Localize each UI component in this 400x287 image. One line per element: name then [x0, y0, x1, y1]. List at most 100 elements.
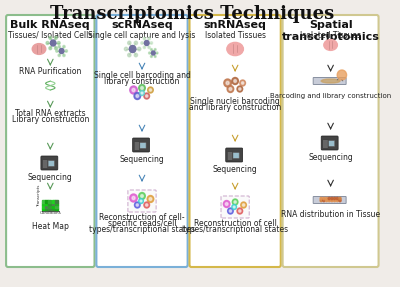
Bar: [52, 208, 55, 210]
Bar: [45, 203, 48, 205]
Circle shape: [136, 204, 138, 206]
Circle shape: [326, 199, 328, 202]
Circle shape: [144, 93, 150, 99]
Text: Sequencing: Sequencing: [28, 173, 73, 182]
Circle shape: [156, 52, 158, 54]
Circle shape: [328, 199, 330, 202]
FancyBboxPatch shape: [6, 15, 94, 267]
FancyBboxPatch shape: [128, 190, 156, 212]
Circle shape: [58, 45, 60, 48]
Circle shape: [134, 53, 138, 57]
Circle shape: [139, 193, 145, 199]
Text: Total RNA extracts: Total RNA extracts: [15, 109, 86, 118]
Text: types/transcriptional states: types/transcriptional states: [89, 225, 195, 234]
Circle shape: [144, 40, 149, 46]
Circle shape: [149, 89, 152, 91]
Circle shape: [225, 203, 228, 205]
Text: Tissues/ Isolated Cells: Tissues/ Isolated Cells: [8, 31, 92, 40]
Circle shape: [154, 49, 156, 51]
Circle shape: [148, 46, 150, 49]
Circle shape: [239, 210, 241, 212]
Circle shape: [226, 82, 229, 85]
Circle shape: [240, 80, 246, 86]
Text: specific reads/cell: specific reads/cell: [108, 219, 176, 228]
Circle shape: [146, 95, 148, 97]
Circle shape: [149, 198, 152, 200]
Circle shape: [234, 79, 236, 82]
Circle shape: [148, 37, 150, 40]
Circle shape: [58, 54, 60, 57]
Circle shape: [233, 206, 235, 208]
Circle shape: [132, 88, 135, 92]
Circle shape: [152, 51, 155, 55]
Text: Reconstruction of cell: Reconstruction of cell: [194, 219, 276, 228]
Circle shape: [331, 199, 333, 202]
Circle shape: [134, 202, 140, 208]
Bar: [55, 200, 58, 203]
Circle shape: [150, 42, 152, 44]
Circle shape: [147, 195, 154, 203]
Bar: [48, 205, 52, 208]
FancyBboxPatch shape: [48, 161, 54, 166]
Bar: [42, 208, 45, 210]
Circle shape: [141, 42, 143, 44]
Circle shape: [134, 41, 138, 45]
FancyBboxPatch shape: [41, 156, 58, 170]
Text: Single cell capture and lysis: Single cell capture and lysis: [88, 31, 196, 40]
Text: Sequencing: Sequencing: [308, 153, 353, 162]
Circle shape: [141, 92, 143, 94]
Circle shape: [339, 197, 341, 200]
Circle shape: [150, 55, 152, 57]
Circle shape: [54, 47, 57, 50]
Ellipse shape: [321, 79, 340, 83]
Text: Conditions: Conditions: [40, 210, 61, 214]
Circle shape: [46, 42, 49, 44]
Bar: [45, 208, 48, 210]
FancyBboxPatch shape: [133, 138, 150, 152]
Circle shape: [232, 199, 238, 205]
Circle shape: [128, 41, 131, 45]
Bar: [52, 200, 55, 203]
Text: Sequencing: Sequencing: [213, 165, 258, 174]
Bar: [55, 203, 58, 205]
Circle shape: [331, 197, 333, 200]
FancyBboxPatch shape: [323, 140, 328, 148]
FancyBboxPatch shape: [221, 196, 249, 218]
FancyBboxPatch shape: [140, 143, 146, 148]
Circle shape: [139, 84, 145, 92]
Text: Library construction: Library construction: [12, 115, 89, 124]
Circle shape: [223, 201, 230, 208]
Circle shape: [234, 201, 236, 203]
Bar: [48, 200, 52, 203]
Circle shape: [63, 45, 65, 48]
Circle shape: [56, 50, 58, 52]
FancyBboxPatch shape: [190, 15, 281, 267]
Circle shape: [138, 47, 141, 51]
Text: RNA distribution in Tissue: RNA distribution in Tissue: [281, 210, 380, 219]
Text: Isolated Tissues: Isolated Tissues: [205, 31, 266, 40]
Circle shape: [154, 55, 156, 57]
Text: Heat Map: Heat Map: [32, 222, 69, 231]
Circle shape: [57, 42, 60, 44]
Text: Reconstruction of cell-: Reconstruction of cell-: [99, 213, 185, 222]
Circle shape: [239, 88, 241, 90]
Circle shape: [336, 197, 338, 200]
Circle shape: [141, 195, 143, 197]
Bar: [52, 203, 55, 205]
Circle shape: [328, 197, 330, 200]
Text: Single nuclei barcoding: Single nuclei barcoding: [190, 97, 280, 106]
Circle shape: [130, 86, 137, 94]
Circle shape: [320, 199, 322, 202]
FancyBboxPatch shape: [226, 148, 243, 162]
Bar: [45, 200, 48, 203]
FancyBboxPatch shape: [96, 15, 188, 267]
Ellipse shape: [324, 40, 337, 51]
Circle shape: [143, 37, 146, 40]
Circle shape: [63, 54, 65, 57]
Circle shape: [139, 199, 144, 203]
Bar: [55, 208, 58, 210]
Circle shape: [237, 208, 243, 214]
Circle shape: [143, 46, 146, 49]
Circle shape: [326, 197, 328, 200]
FancyBboxPatch shape: [134, 142, 140, 150]
